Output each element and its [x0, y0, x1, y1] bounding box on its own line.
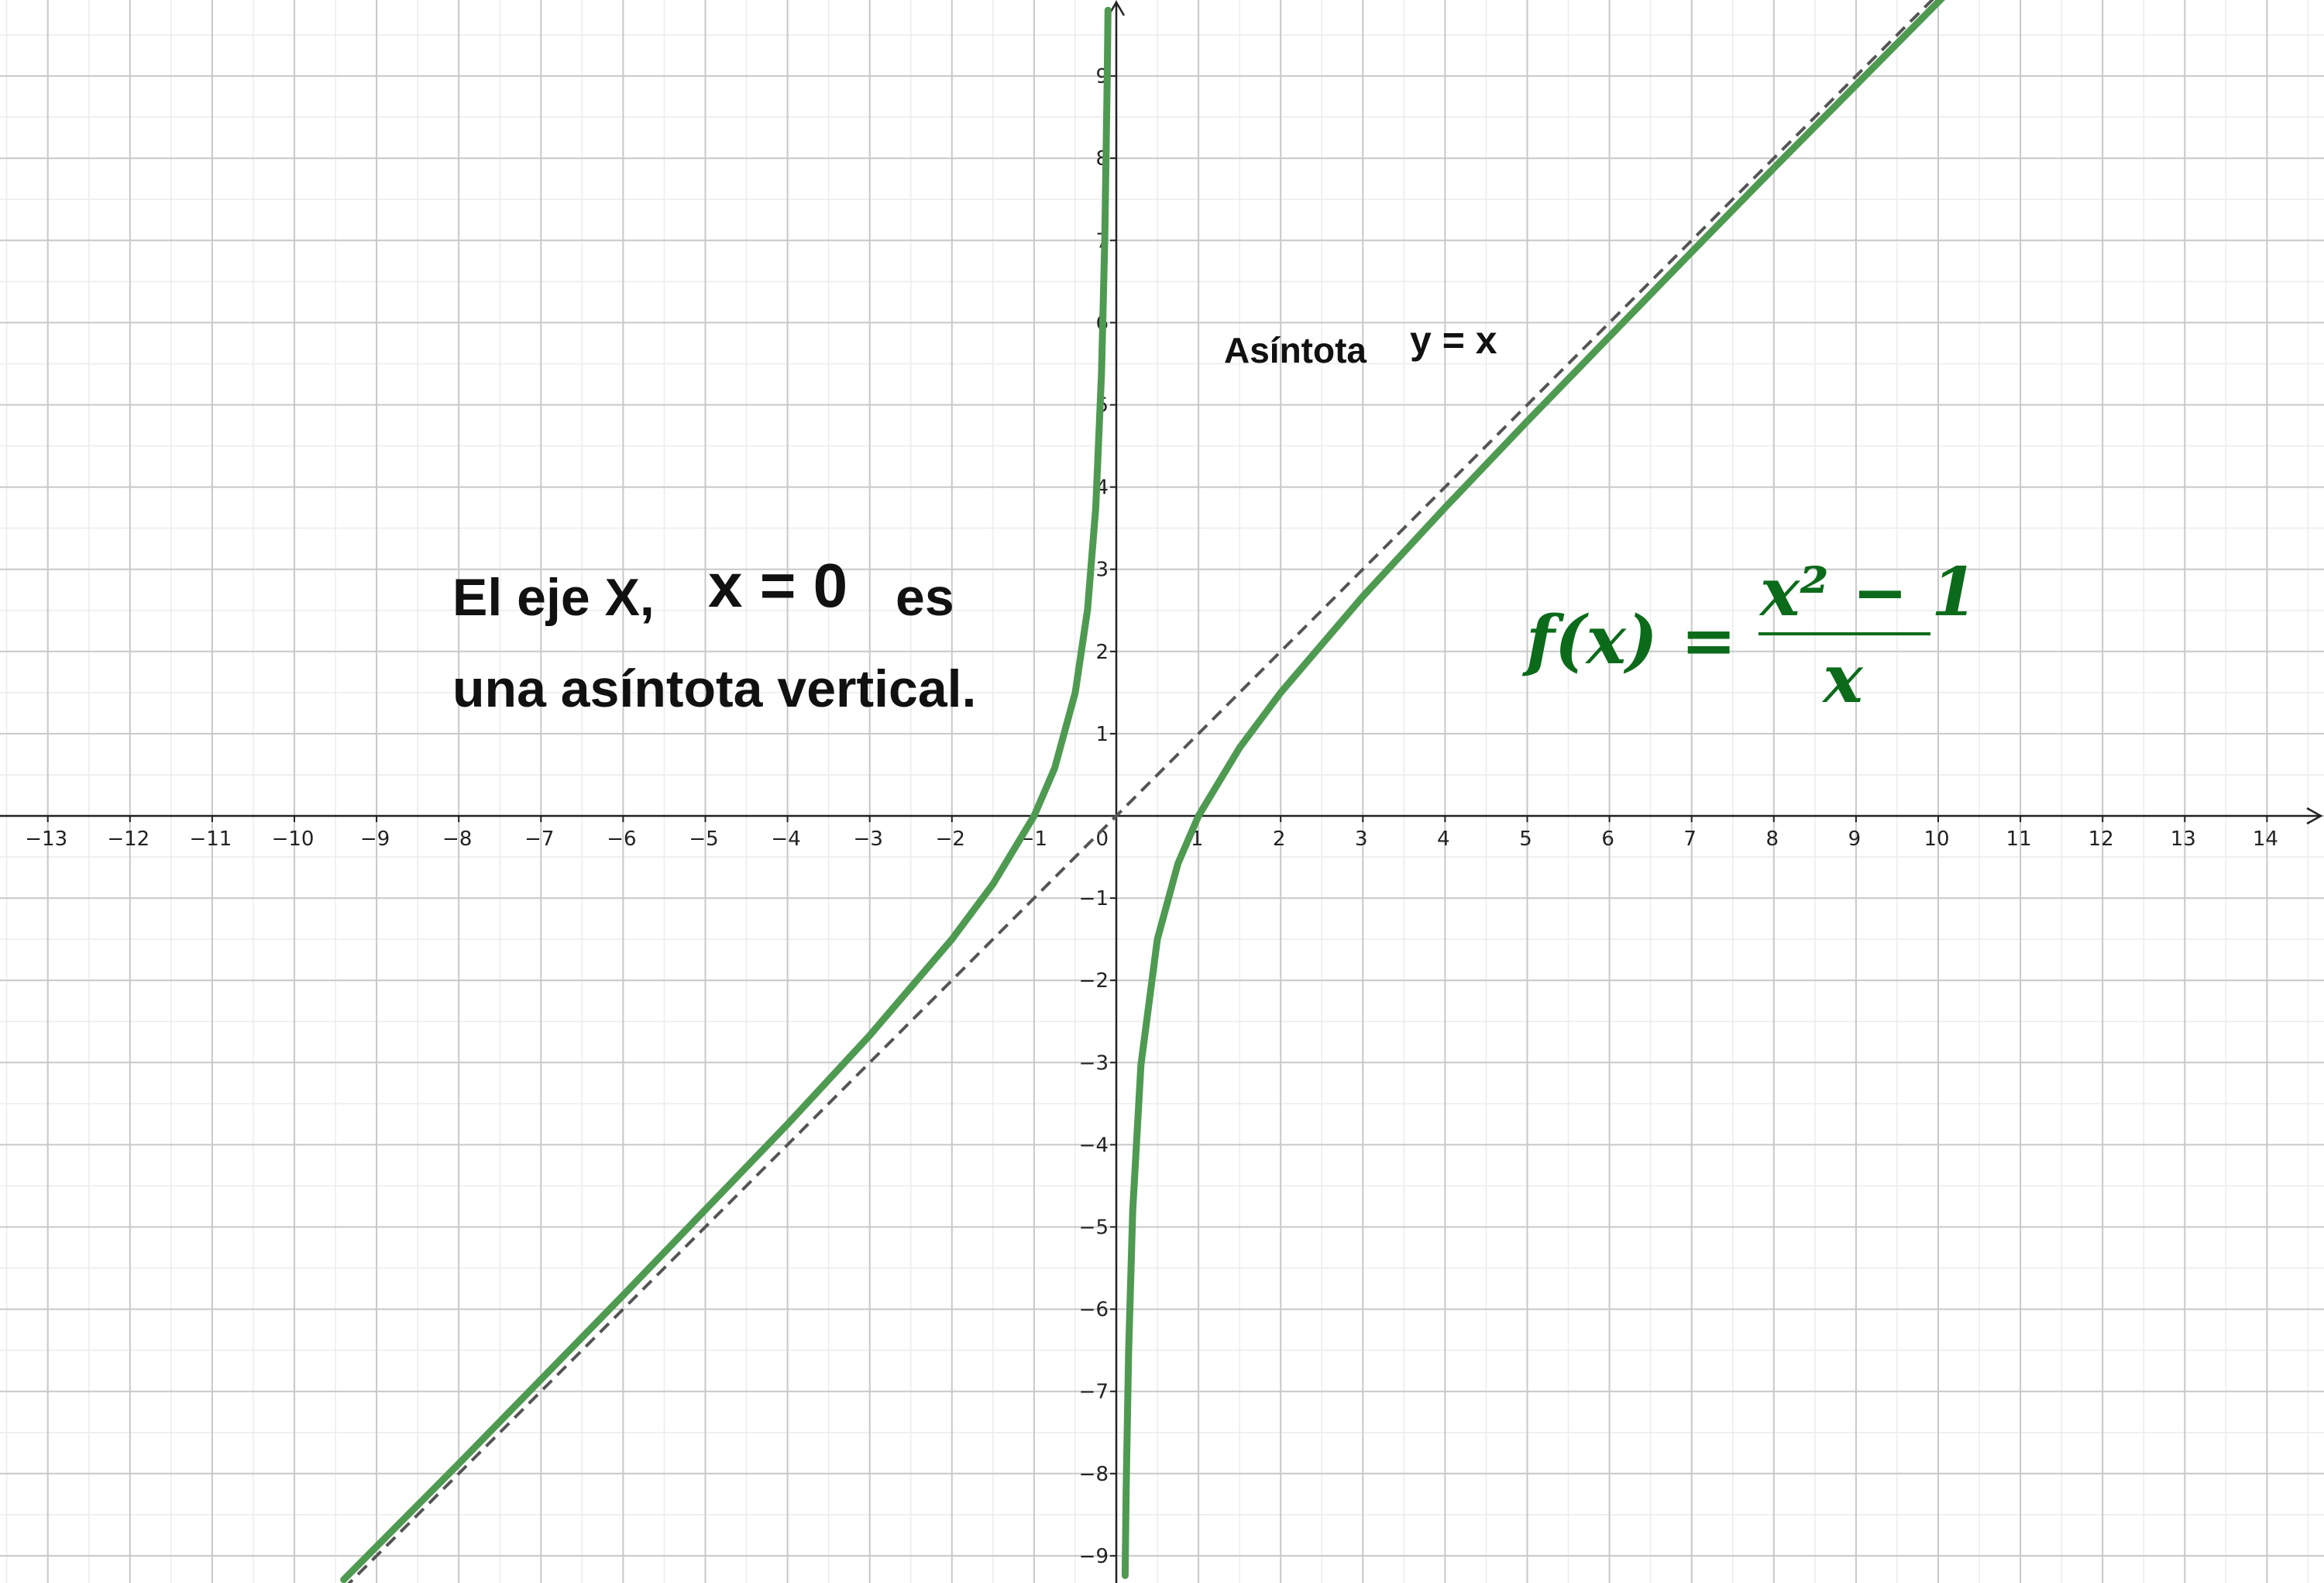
y-tick-label: 1 [1095, 723, 1109, 746]
y-tick-label: −6 [1079, 1299, 1109, 1322]
vertical-asymptote-text-start: El eje X, [452, 568, 655, 627]
function-curve-left-branch [340, 6, 1112, 1583]
formula-denominator: x [1823, 640, 1863, 718]
y-tick-label: 2 [1095, 641, 1109, 664]
x-tick-label: 2 [1273, 828, 1286, 851]
asymptote-label: Asíntota [1224, 330, 1367, 370]
y-tick-label: 3 [1095, 559, 1109, 582]
y-tick-label: −8 [1079, 1463, 1109, 1486]
x-tick-label: −12 [107, 828, 150, 851]
x-tick-label: 13 [2171, 828, 2196, 851]
vertical-asymptote-equation: x = 0 [708, 551, 848, 620]
x-tick-label: 14 [2253, 828, 2278, 851]
y-tick-label: −9 [1079, 1545, 1109, 1568]
x-tick-label: −3 [854, 828, 883, 851]
x-tick-label: −9 [360, 828, 390, 851]
asymptote-line [347, 0, 1934, 1583]
x-tick-label: 5 [1519, 828, 1532, 851]
x-tick-label: −13 [25, 828, 67, 851]
y-tick-label: −4 [1079, 1134, 1109, 1157]
x-tick-label: 11 [2006, 828, 2032, 851]
x-tick-label: −10 [272, 828, 315, 851]
x-tick-label: 4 [1437, 828, 1450, 851]
x-tick-label: −11 [189, 828, 232, 851]
x-tick-label: −8 [442, 828, 472, 851]
function-curve-right-branch [1121, 0, 1945, 1579]
x-tick-label: 6 [1601, 828, 1614, 851]
y-tick-label: −1 [1079, 887, 1109, 910]
x-axis-arrow [2306, 807, 2323, 825]
x-tick-label: 8 [1766, 828, 1779, 851]
vertical-asymptote-text-line2: una asíntota vertical. [452, 659, 977, 718]
formula-fraction-bar [1758, 632, 1930, 635]
vertical-asymptote-text-end: es [896, 568, 954, 627]
y-tick-label: −7 [1079, 1381, 1109, 1404]
x-tick-label: −5 [689, 828, 718, 851]
x-tick-label: 10 [1923, 828, 1949, 851]
x-tick-label: 3 [1355, 828, 1368, 851]
x-tick-label: −6 [607, 828, 636, 851]
x-tick-label: −7 [524, 828, 554, 851]
curves [340, 0, 1945, 1583]
formula-lhs: f(x) = [1526, 601, 1737, 680]
x-tick-label: 7 [1683, 828, 1697, 851]
y-tick-label: −2 [1079, 969, 1109, 993]
x-tick-label: −2 [936, 828, 965, 851]
formula-numerator: x² − 1 [1760, 553, 1978, 631]
y-tick-label: −5 [1079, 1217, 1109, 1240]
x-tick-label: 12 [2089, 828, 2114, 851]
x-tick-label: −4 [771, 828, 800, 851]
x-tick-label: 9 [1848, 828, 1862, 851]
asymptote-equation: y = x [1410, 318, 1497, 362]
y-tick-label: −3 [1079, 1051, 1109, 1075]
